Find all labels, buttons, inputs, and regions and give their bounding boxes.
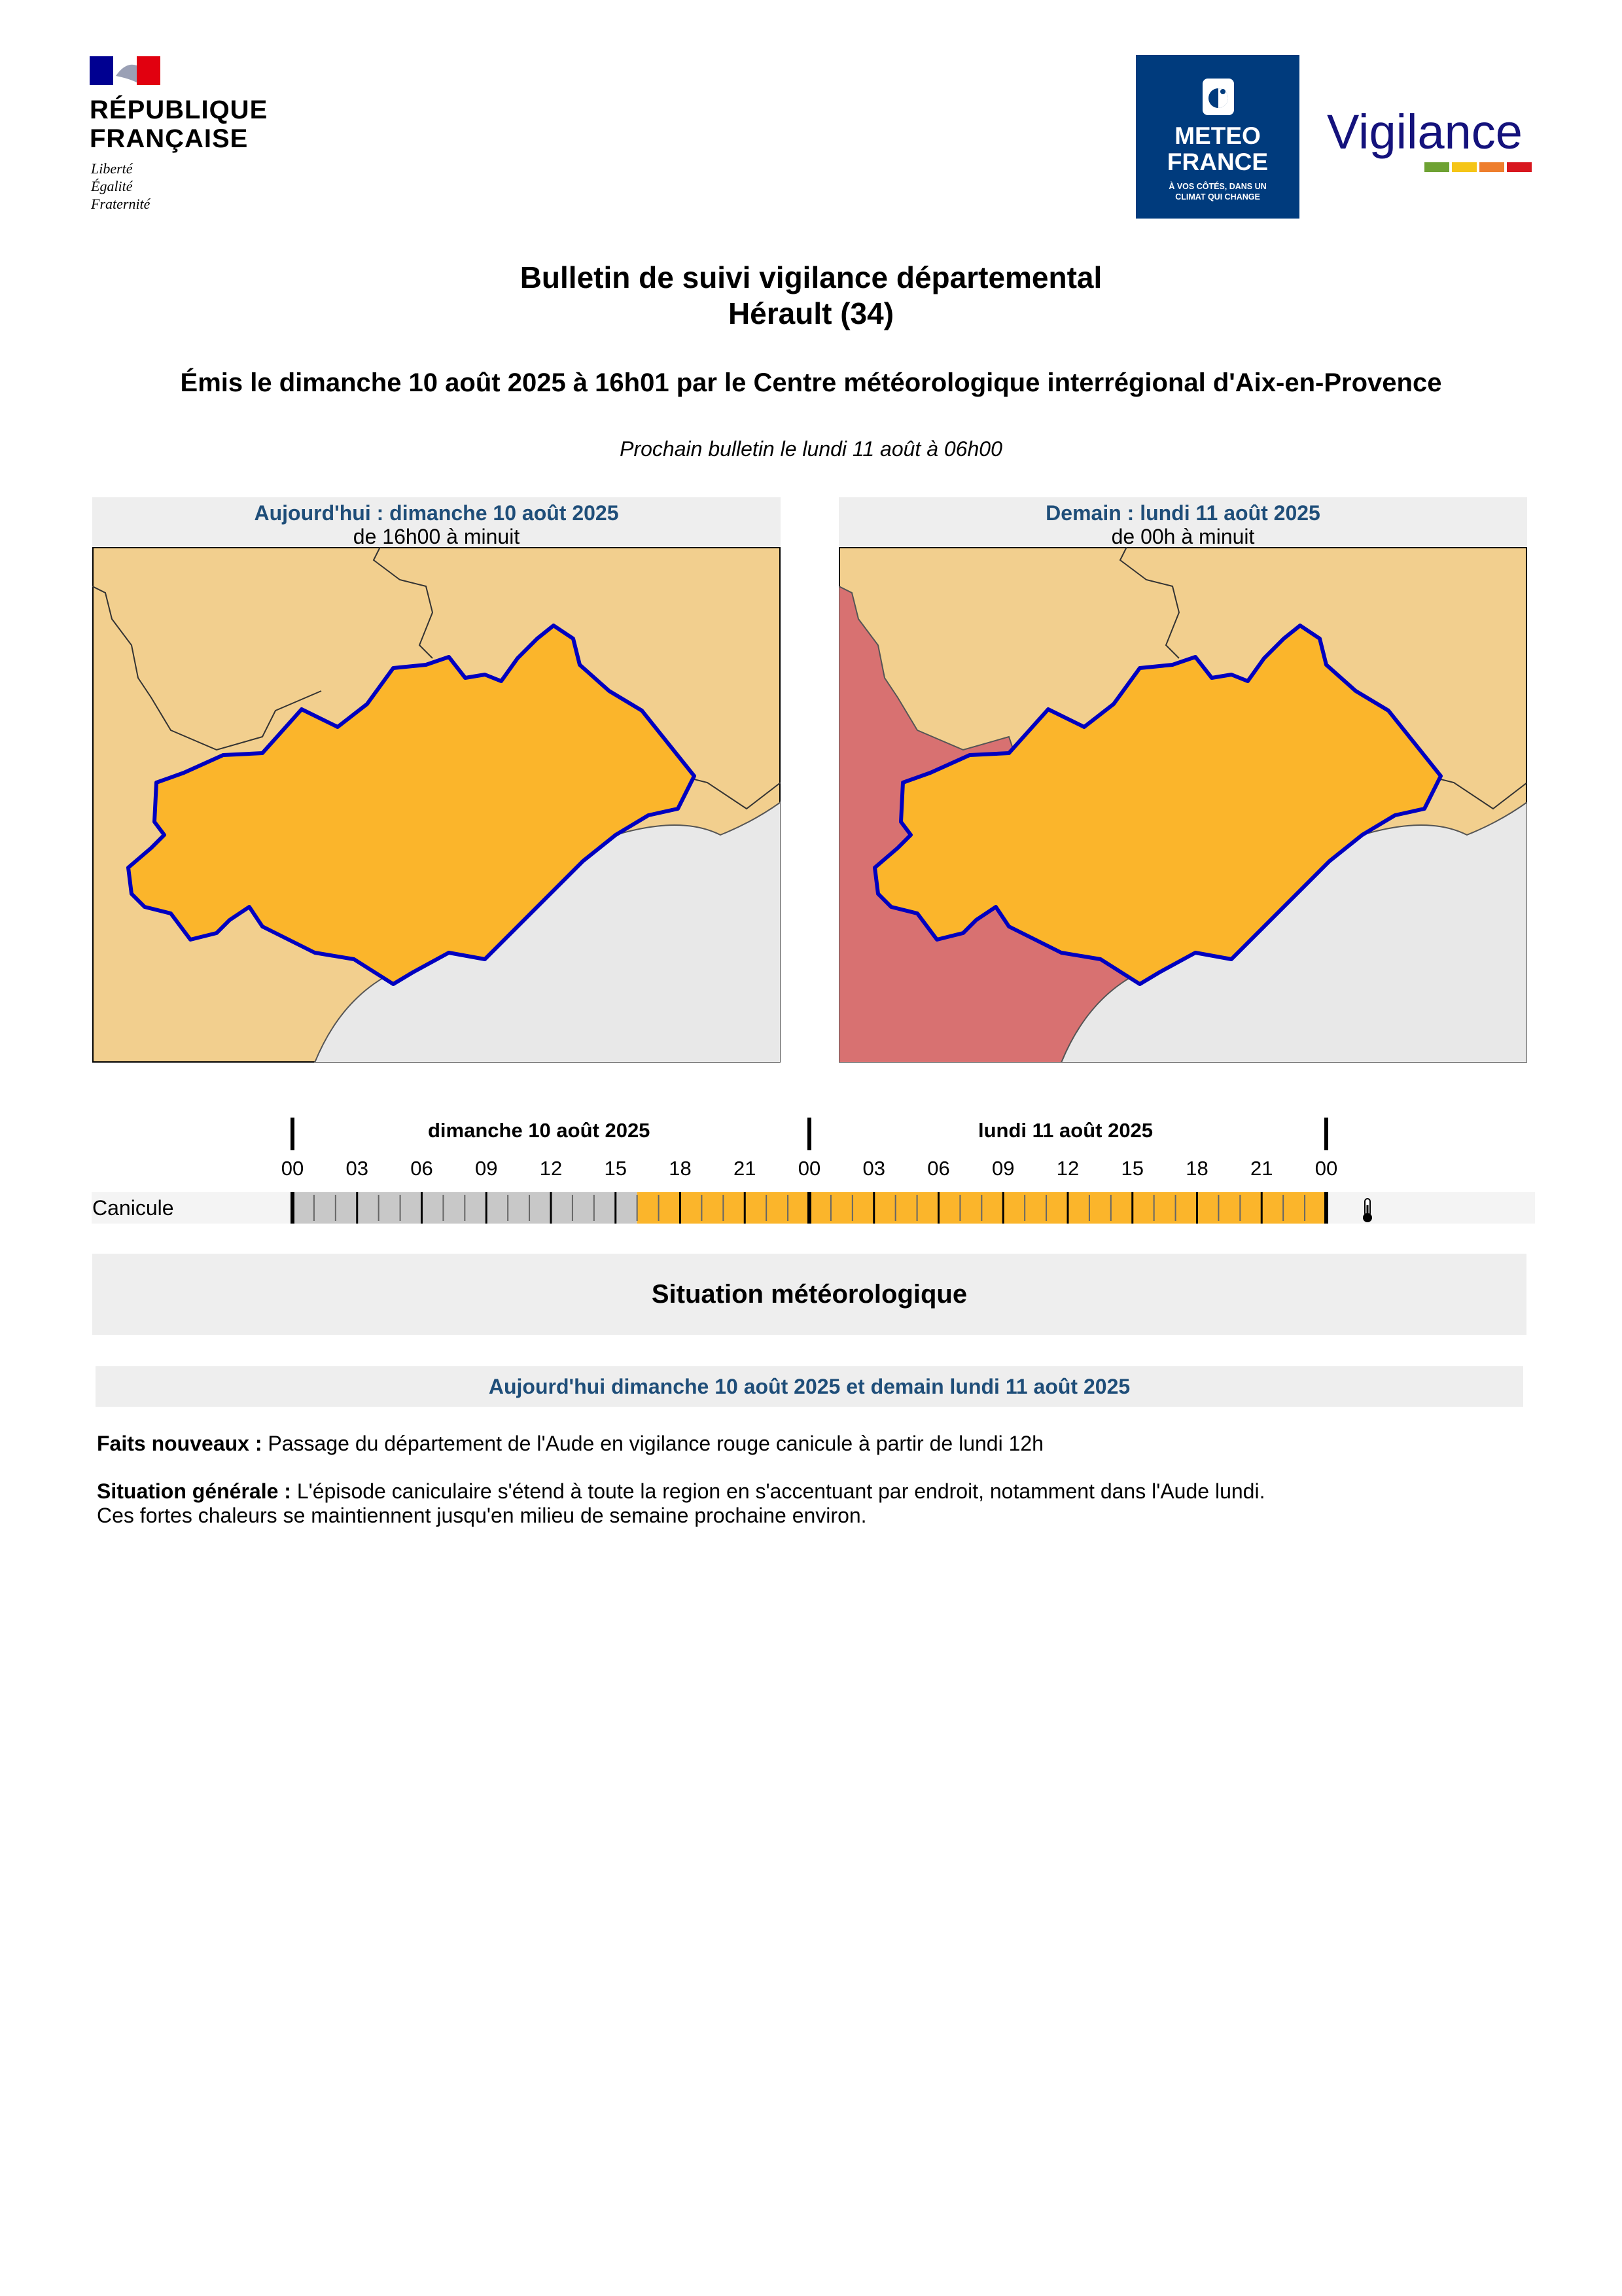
meteo-france-logo: METEO FRANCE À VOS CÔTÉS, DANS UN CLIMAT… [1136, 55, 1299, 219]
rf-line-1: RÉPUBLIQUE [90, 96, 268, 124]
situation-generale-label: Situation générale : [97, 1479, 291, 1503]
hour-label: 06 [927, 1157, 950, 1180]
hour-label: 03 [345, 1157, 368, 1180]
canicule-row-label: Canicule [92, 1196, 174, 1220]
timeline-day1-label: dimanche 10 août 2025 [428, 1119, 650, 1142]
hour-label: 03 [862, 1157, 885, 1180]
hour-label: 12 [539, 1157, 563, 1180]
vigilance-bar-yellow [1452, 162, 1477, 172]
situation-heading: Situation météorologique [92, 1254, 1526, 1335]
today-map-title: Aujourd'hui : dimanche 10 août 2025 [254, 501, 619, 525]
mf-tag-line-1: À VOS CÔTÉS, DANS UN [1169, 182, 1267, 191]
situation-generale-text: L'épisode caniculaire s'étend à toute la… [291, 1479, 1265, 1503]
meteo-france-text: METEO FRANCE [1136, 123, 1299, 175]
tomorrow-map-period: de 00h à minuit [1111, 525, 1255, 548]
tomorrow-vigilance-map [839, 547, 1527, 1063]
hour-label: 18 [669, 1157, 692, 1180]
today-vigilance-map [92, 547, 781, 1063]
hour-label: 18 [1186, 1157, 1208, 1180]
hour-label: 00 [281, 1157, 304, 1180]
faits-nouveaux: Faits nouveaux : Passage du département … [97, 1432, 1523, 1456]
devise: Liberté Égalité Fraternité [91, 160, 150, 213]
herault-area [126, 624, 696, 986]
devise-egalite: Égalité [91, 178, 133, 194]
today-map-header: Aujourd'hui : dimanche 10 août 2025 de 1… [92, 497, 781, 548]
situation-period: Aujourd'hui dimanche 10 août 2025 et dem… [96, 1366, 1523, 1407]
situation-generale-text-2: Ces fortes chaleurs se maintiennent jusq… [97, 1504, 867, 1527]
vigilance-bar-red [1507, 162, 1532, 172]
thermometer-icon [1363, 1198, 1372, 1222]
next-bulletin: Prochain bulletin le lundi 11 août à 06h… [620, 437, 1002, 461]
department-title: Hérault (34) [728, 296, 894, 330]
hour-label: 06 [410, 1157, 433, 1180]
devise-liberte: Liberté [91, 160, 133, 177]
mf-line-2: FRANCE [1167, 149, 1269, 175]
tomorrow-map-header: Demain : lundi 11 août 2025 de 00h à min… [839, 497, 1527, 548]
situation-generale: Situation générale : L'épisode caniculai… [97, 1479, 1523, 1528]
canicule-timeline [291, 1118, 1328, 1224]
republique-francaise-text: RÉPUBLIQUE FRANÇAISE [90, 96, 268, 153]
herault-area [873, 624, 1443, 986]
timeline-day2-label: lundi 11 août 2025 [978, 1119, 1154, 1142]
hour-label: 21 [1250, 1157, 1273, 1180]
hour-label: 21 [733, 1157, 756, 1180]
issued-line: Émis le dimanche 10 août 2025 à 16h01 pa… [180, 368, 1442, 397]
tomorrow-map-title: Demain : lundi 11 août 2025 [1046, 501, 1320, 525]
hour-label: 15 [1121, 1157, 1144, 1180]
faits-nouveaux-text: Passage du département de l'Aude en vigi… [262, 1432, 1044, 1455]
bulletin-title: Bulletin de suivi vigilance départementa… [520, 260, 1102, 294]
meteo-france-tagline: À VOS CÔTÉS, DANS UN CLIMAT QUI CHANGE [1136, 181, 1299, 202]
vigilance-bar-green [1424, 162, 1449, 172]
hour-label: 15 [604, 1157, 627, 1180]
hour-label: 00 [798, 1157, 821, 1180]
mf-tag-line-2: CLIMAT QUI CHANGE [1175, 192, 1260, 202]
faits-nouveaux-label: Faits nouveaux : [97, 1432, 262, 1455]
vigilance-bar-orange [1479, 162, 1504, 172]
today-map-period: de 16h00 à minuit [353, 525, 520, 548]
marianne-flag-icon [90, 56, 160, 85]
rf-line-2: FRANÇAISE [90, 124, 249, 153]
hour-label: 00 [1314, 1157, 1338, 1180]
mf-line-1: METEO [1174, 122, 1261, 149]
republique-francaise-logo: RÉPUBLIQUE FRANÇAISE Liberté Égalité Fra… [90, 56, 279, 220]
meteo-france-emblem-icon [1203, 79, 1234, 115]
vigilance-wordmark: Vigilance [1327, 105, 1523, 159]
devise-fraternite: Fraternité [91, 196, 150, 212]
hour-label: 09 [992, 1157, 1015, 1180]
hour-label: 09 [475, 1157, 498, 1180]
hour-label: 12 [1056, 1157, 1080, 1180]
